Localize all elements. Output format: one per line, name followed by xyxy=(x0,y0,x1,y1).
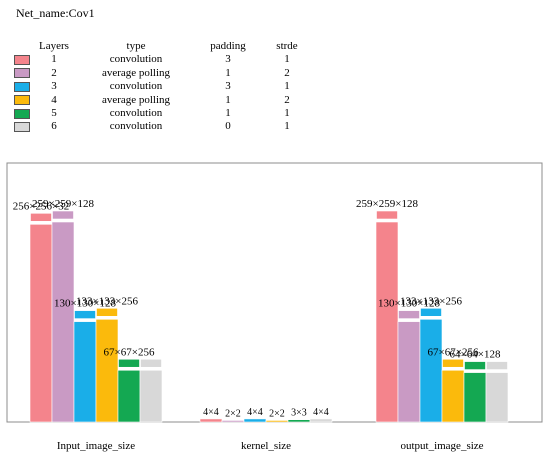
bar xyxy=(51,221,75,423)
legend-row: 1 convolution 3 1 xyxy=(12,53,314,66)
legend-header-layers: Layers xyxy=(39,40,69,52)
legend-type: convolution xyxy=(109,80,163,93)
data-label: 130×130×128 xyxy=(54,298,116,310)
legend-stride: 1 xyxy=(284,107,290,120)
legend-padding: 1 xyxy=(225,66,231,79)
bar xyxy=(309,418,333,423)
data-label: 2×2 xyxy=(269,408,285,419)
legend-header-padding: padding xyxy=(210,40,246,52)
data-label: 2×2 xyxy=(225,408,241,419)
bar xyxy=(73,321,97,423)
legend-swatch xyxy=(12,53,32,66)
data-label: 130×130×128 xyxy=(378,298,440,310)
legend-layer: 4 xyxy=(51,93,57,106)
bar xyxy=(117,369,141,423)
legend-row: 4 average polling 1 2 xyxy=(12,94,314,107)
legend-header-type: type xyxy=(126,40,146,52)
legend-header-stride: strde xyxy=(276,40,298,52)
legend-swatch-box xyxy=(14,108,30,119)
bar xyxy=(265,420,289,423)
data-label: 256×256×32 xyxy=(13,200,69,212)
bar xyxy=(287,419,311,423)
legend-swatch-box xyxy=(14,81,30,92)
bar-cap xyxy=(74,310,96,319)
bar xyxy=(243,418,267,423)
legend-stride: 2 xyxy=(284,93,290,106)
legend-type: convolution xyxy=(109,53,163,66)
legend-type: convolution xyxy=(109,120,163,133)
bar xyxy=(199,418,223,423)
legend-type: average polling xyxy=(101,66,171,79)
bar xyxy=(419,318,443,423)
data-label: 4×4 xyxy=(313,407,329,418)
legend-padding: 0 xyxy=(225,120,231,133)
data-label: 133×133×256 xyxy=(76,295,138,307)
data-label: 4×4 xyxy=(247,407,263,418)
bar-cap xyxy=(398,310,420,319)
bar xyxy=(375,221,399,423)
data-label: 67×67×256 xyxy=(104,346,155,358)
data-label: 4×4 xyxy=(203,407,219,418)
legend-layer: 6 xyxy=(51,120,57,133)
legend-swatch xyxy=(12,67,32,80)
legend-swatch-box xyxy=(14,54,30,65)
data-label: 259×259×128 xyxy=(356,198,418,210)
bar xyxy=(221,420,245,423)
legend-stride: 2 xyxy=(284,66,290,79)
legend-swatch-box xyxy=(14,68,30,79)
legend-stride: 1 xyxy=(284,53,290,66)
bar-cap xyxy=(420,307,442,317)
bar xyxy=(463,372,487,423)
net-name: Net_name:Cov1 xyxy=(16,6,95,20)
bar xyxy=(441,369,465,423)
data-label: 3×3 xyxy=(291,408,307,419)
legend-row: 2 average polling 1 2 xyxy=(12,67,314,80)
category-label: output_image_size xyxy=(400,440,483,452)
legend-row: 3 convolution 3 1 xyxy=(12,80,314,93)
legend-table: Layers type padding strde 1 convolution 3 1… xyxy=(12,40,314,134)
data-label: 259×259×128 xyxy=(32,198,94,210)
legend-padding: 1 xyxy=(225,93,231,106)
bar xyxy=(485,372,509,423)
legend-swatch xyxy=(12,94,32,107)
bar xyxy=(397,321,421,423)
legend-row: 5 convolution 1 1 xyxy=(12,107,314,120)
category-label: kernel_size xyxy=(241,440,291,452)
bar-cap xyxy=(52,210,74,220)
data-label: 67×67×256 xyxy=(428,346,479,358)
legend-swatch xyxy=(12,120,32,133)
legend-swatch-box xyxy=(14,121,30,132)
legend-layer: 5 xyxy=(51,107,57,120)
bar-cap xyxy=(376,210,398,220)
bar-cap xyxy=(118,358,140,368)
bar xyxy=(29,224,53,423)
bar-cap xyxy=(464,361,486,370)
legend-padding: 3 xyxy=(225,53,231,66)
legend-swatch xyxy=(12,80,32,93)
legend-layer: 1 xyxy=(51,53,57,66)
legend-swatch xyxy=(12,107,32,120)
bar xyxy=(95,318,119,423)
bar-cap xyxy=(486,361,508,370)
legend-row: 6 convolution 0 1 xyxy=(12,120,314,133)
legend-stride: 1 xyxy=(284,80,290,93)
data-label: 64×64×128 xyxy=(450,349,501,361)
bar-cap xyxy=(140,358,162,368)
legend-stride: 1 xyxy=(284,120,290,133)
data-label: 133×133×256 xyxy=(400,295,462,307)
legend-padding: 1 xyxy=(225,107,231,120)
legend-type: convolution xyxy=(109,107,163,120)
bar-cap xyxy=(442,358,464,368)
bar xyxy=(139,369,163,423)
legend-layer: 3 xyxy=(51,80,57,93)
legend-type: average polling xyxy=(101,93,171,106)
bar-cap xyxy=(30,213,52,222)
category-label: Input_image_size xyxy=(57,440,135,452)
legend-layer: 2 xyxy=(51,66,57,79)
legend-padding: 3 xyxy=(225,80,231,93)
legend-swatch-box xyxy=(14,95,30,106)
bar-cap xyxy=(96,307,118,317)
